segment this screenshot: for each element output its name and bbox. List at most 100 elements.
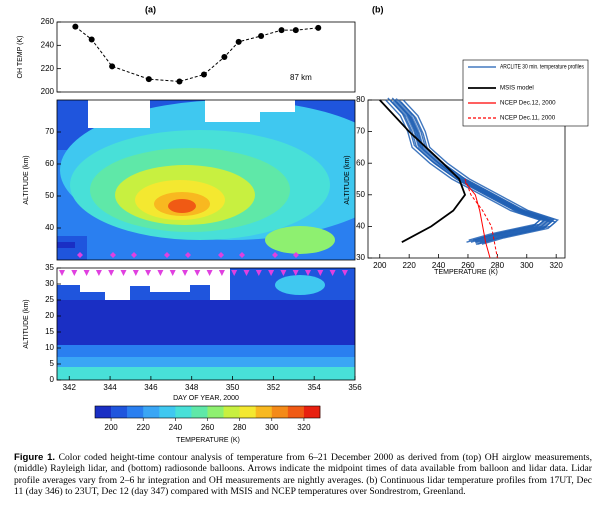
panel-label: (a) (145, 4, 156, 14)
x-tick-label: 346 (144, 383, 158, 392)
arrow (255, 270, 262, 276)
profile-line (464, 181, 491, 259)
colorbar-cell (287, 406, 305, 418)
x-tick-label: 200 (373, 261, 387, 270)
oh-point (145, 76, 152, 83)
arrow (108, 270, 115, 276)
y-tick-label: 200 (41, 87, 55, 96)
arrow (185, 252, 191, 258)
arrow (239, 252, 245, 258)
y-tick-label: 80 (356, 95, 365, 104)
y-tick-label: 220 (41, 64, 55, 73)
arrow (95, 270, 102, 276)
x-tick-label: 342 (63, 383, 77, 392)
colorbar-cell (303, 406, 321, 418)
y-tick-label: 20 (45, 311, 54, 320)
x-tick-label: 220 (402, 261, 416, 270)
arrow (231, 270, 238, 276)
y-tick-label: 70 (45, 127, 54, 136)
arrow (145, 270, 152, 276)
colorbar-tick-label: 300 (265, 423, 279, 432)
legend-label: NCEP Dec.12, 2000 (500, 100, 556, 107)
oh-line (75, 26, 319, 83)
profile-line (379, 99, 467, 243)
y-tick-label: 0 (50, 375, 55, 384)
caption-label: Figure 1. (14, 452, 56, 463)
arrow (157, 270, 164, 276)
oh-frame (56, 21, 356, 93)
y-tick-label: 40 (45, 223, 54, 232)
colorbar-cell (191, 406, 208, 418)
colorbar-tick-label: 260 (201, 423, 215, 432)
arrow (132, 270, 139, 276)
colorbar-tick-label: 240 (169, 423, 183, 432)
colorbar-label: TEMPERATURE (K) (176, 437, 240, 444)
x-tick-label: 354 (307, 383, 321, 392)
colorbar-tick-label: 280 (233, 423, 247, 432)
arrow (59, 270, 65, 276)
colorbar-cell (175, 406, 192, 418)
arrow (268, 270, 275, 276)
x-tick-label: 348 (185, 383, 199, 392)
y-tick-label: 240 (41, 40, 55, 49)
arrow (317, 270, 324, 276)
colorbar-tick-label: 200 (104, 423, 118, 432)
radiosonde-contour (57, 268, 355, 380)
colorbar-cell (271, 406, 289, 418)
y-tick-label: 25 (45, 295, 54, 304)
caption: Figure 1. Color coded height-time contou… (14, 452, 592, 498)
y-tick-label: 15 (45, 327, 54, 336)
colorbar-cell (207, 406, 224, 418)
x-tick-label: 260 (461, 261, 475, 270)
y-tick-label: 30 (45, 279, 54, 288)
arrow (131, 252, 137, 258)
panel-label: (b) (372, 4, 384, 14)
colorbar-cell (255, 406, 273, 418)
oh-point (258, 33, 265, 39)
arrow (194, 270, 201, 276)
y-tick-label: 60 (45, 159, 54, 168)
lidar-contour (57, 100, 355, 260)
oh-point (221, 54, 228, 60)
colorbar-cell (111, 406, 128, 418)
radiosonde-frame (56, 267, 356, 381)
x-tick-label: 280 (491, 261, 505, 270)
oh-point (176, 78, 183, 85)
arrow-row (59, 252, 348, 276)
arrow (243, 270, 250, 276)
y-tick-label: 50 (45, 191, 54, 200)
x-tick-label: 350 (226, 383, 240, 392)
arrow (305, 270, 311, 276)
colorbar-tick-label: 220 (137, 423, 151, 432)
y-tick-label: 35 (45, 263, 54, 272)
annotation: 87 km (290, 73, 312, 82)
oh-point (292, 27, 299, 34)
x-tick-label: 344 (103, 383, 117, 392)
arrow (83, 270, 90, 276)
profile-line (464, 178, 498, 259)
oh-point (72, 23, 79, 30)
y-axis-label: ALTITUDE (km) (23, 155, 30, 204)
arrow (206, 270, 213, 276)
colorbar-cell (95, 406, 112, 418)
x-tick-label: 356 (348, 383, 362, 392)
y-tick-label: 30 (356, 253, 365, 262)
arrow (272, 252, 278, 258)
y-tick-label: 260 (41, 17, 55, 26)
colorbar-cell (127, 406, 144, 418)
legend-box (462, 59, 589, 127)
oh-point (278, 27, 285, 34)
legend-label: NCEP Dec.11, 2000 (500, 115, 556, 122)
caption-text: Color coded height-time contour analysis… (14, 452, 592, 498)
x-tick-label: 320 (549, 261, 563, 270)
y-tick-label: 70 (356, 127, 365, 136)
x-tick-label: 300 (520, 261, 534, 270)
colorbar-cell (223, 406, 240, 418)
profile-line (392, 97, 555, 246)
arrow (280, 270, 287, 276)
arrow (218, 252, 224, 258)
arrow (182, 270, 188, 276)
colorbar-cell (239, 406, 257, 418)
y-tick-label: 50 (356, 190, 365, 199)
y-tick-label: 40 (356, 222, 365, 231)
